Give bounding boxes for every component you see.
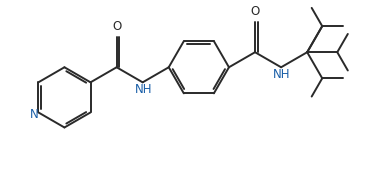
Text: NH: NH	[135, 83, 152, 96]
Text: O: O	[250, 5, 260, 18]
Text: O: O	[112, 19, 121, 32]
Text: NH: NH	[273, 68, 291, 81]
Text: N: N	[29, 108, 38, 121]
